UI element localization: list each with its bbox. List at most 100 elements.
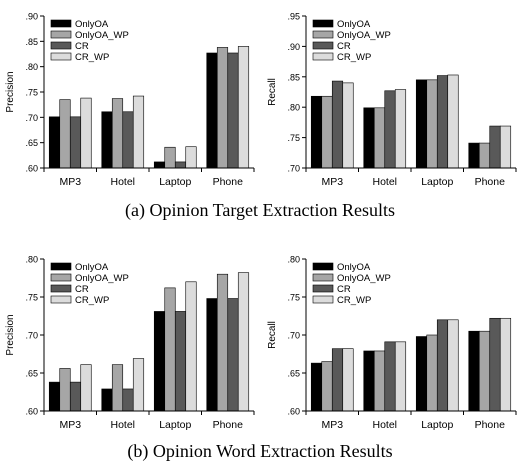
legend-label: CR_WP (337, 295, 371, 306)
y-tick-label: .80 (25, 62, 38, 72)
y-tick-label: .60 (25, 407, 38, 417)
bar-OnlyOA_WP-Phone (216, 47, 229, 169)
y-tick-label: .90 (25, 12, 38, 22)
legend-swatch (50, 52, 72, 61)
legend-label: CR (75, 284, 89, 295)
x-tick-label: Hotel (372, 176, 397, 188)
bar-CR-Laptop (174, 311, 187, 412)
x-tick-label: Phone (475, 419, 506, 431)
legend-label: CR (337, 41, 351, 52)
bar-OnlyOA-Hotel (101, 111, 113, 169)
bar-OnlyOA-Hotel (101, 388, 113, 412)
y-tick-label: .75 (287, 133, 300, 143)
chart-panel-2: .70 .75 .80 .85 .90 .95 MP3 Hotel Laptop Phone Rec… (267, 12, 517, 188)
bar-CR_WP-Laptop (447, 74, 459, 169)
bar-CR_WP-Hotel (132, 358, 145, 412)
x-tick-label: Laptop (159, 419, 191, 431)
bar-CR_WP-Hotel (394, 89, 407, 169)
x-tick-label: Phone (475, 176, 506, 188)
legend-label: CR_WP (337, 52, 371, 63)
bar-OnlyOA_WP-MP3 (321, 95, 333, 169)
legend-label: CR_WP (75, 52, 109, 63)
x-tick-label: Hotel (372, 419, 397, 431)
y-tick-label: .80 (287, 255, 300, 265)
legend-label: CR_WP (75, 295, 109, 306)
bar-OnlyOA_WP-MP3 (59, 368, 71, 412)
bar-OnlyOA_WP-Hotel (111, 98, 124, 169)
legend-label: OnlyOA (75, 19, 109, 30)
bar-OnlyOA-Hotel (363, 350, 375, 412)
bar-CR_WP-MP3 (80, 97, 92, 169)
bar-CR-Hotel (122, 111, 134, 169)
y-axis-label: Recall (267, 78, 278, 106)
chart-panel-3: .60 .65 .70 .75 .80 MP3 Hotel Laptop Phone Precis… (5, 255, 255, 431)
y-tick-label: .70 (25, 331, 38, 341)
legend-swatch (312, 30, 334, 39)
legend-label: OnlyOA (75, 262, 109, 273)
bar-OnlyOA_WP-MP3 (321, 361, 333, 412)
legend-swatch (312, 52, 334, 61)
bar-CR-Hotel (384, 90, 396, 169)
caption-target-extraction: (a) Opinion Target Extraction Results (124, 200, 396, 220)
legend-label: OnlyOA (337, 19, 371, 30)
y-axis-label: Recall (267, 321, 278, 349)
x-tick-label: MP3 (321, 176, 343, 188)
bar-CR_WP-Phone (499, 317, 512, 412)
x-tick-label: MP3 (59, 419, 81, 431)
y-tick-label: .60 (287, 407, 300, 417)
legend-label: OnlyOA_WP (337, 273, 391, 284)
legend-swatch (312, 262, 334, 271)
legend-label: OnlyOA_WP (337, 30, 391, 41)
legend-swatch (50, 30, 72, 39)
bar-OnlyOA_WP-Laptop (164, 146, 176, 169)
bar-OnlyOA-Laptop (153, 161, 166, 169)
bar-OnlyOA-Phone (468, 330, 480, 412)
legend-swatch (50, 41, 72, 50)
legend-label: OnlyOA_WP (75, 30, 129, 41)
y-tick-label: .75 (25, 293, 38, 303)
bar-CR_WP-Laptop (447, 319, 459, 412)
caption-word-extraction: (b) Opinion Word Extraction Results (127, 441, 393, 461)
bar-CR-MP3 (69, 116, 82, 169)
y-tick-label: .70 (287, 331, 300, 341)
x-tick-label: Phone (213, 419, 244, 431)
legend-label: OnlyOA_WP (75, 273, 129, 284)
bar-CR-Phone (489, 125, 501, 169)
y-tick-label: .80 (25, 255, 38, 265)
bar-CR-MP3 (331, 348, 344, 412)
y-tick-label: .85 (25, 37, 38, 47)
legend-label: OnlyOA (337, 262, 371, 273)
bar-OnlyOA_WP-Laptop (426, 334, 438, 412)
bar-OnlyOA_WP-Phone (478, 142, 491, 169)
bar-OnlyOA-MP3 (48, 381, 61, 412)
y-axis-label: Precision (5, 314, 16, 355)
legend-label: CR (337, 284, 351, 295)
bar-OnlyOA_WP-Laptop (426, 79, 438, 169)
legend-swatch (312, 284, 334, 293)
y-tick-label: .65 (25, 138, 38, 148)
bar-OnlyOA-Laptop (153, 311, 166, 412)
bar-CR-Hotel (384, 341, 396, 412)
bar-CR_WP-Phone (237, 46, 250, 169)
bar-CR_WP-Phone (237, 272, 250, 412)
x-tick-label: Hotel (110, 419, 135, 431)
y-tick-label: .95 (287, 12, 300, 22)
bar-CR-Phone (227, 298, 239, 412)
legend-swatch (312, 41, 334, 50)
bar-OnlyOA-Phone (206, 298, 218, 412)
y-tick-label: .90 (287, 42, 300, 52)
bar-CR-Phone (227, 52, 239, 169)
bar-OnlyOA-Laptop (415, 79, 428, 169)
legend-swatch (312, 19, 334, 28)
bar-OnlyOA-MP3 (310, 95, 323, 169)
chart-panel-1: .60 .65 .70 .75 .80 .85 .90 MP3 Hotel Laptop Phone… (5, 12, 255, 188)
bar-OnlyOA-Laptop (415, 336, 428, 412)
bar-OnlyOA_WP-MP3 (59, 99, 71, 169)
y-tick-label: .65 (25, 369, 38, 379)
bar-OnlyOA_WP-Laptop (164, 287, 176, 412)
bar-CR_WP-Phone (499, 125, 512, 169)
legend-swatch (312, 273, 334, 282)
bar-CR_WP-Hotel (394, 341, 407, 412)
bar-CR_WP-Laptop (185, 146, 197, 169)
bar-OnlyOA-Phone (468, 142, 480, 169)
